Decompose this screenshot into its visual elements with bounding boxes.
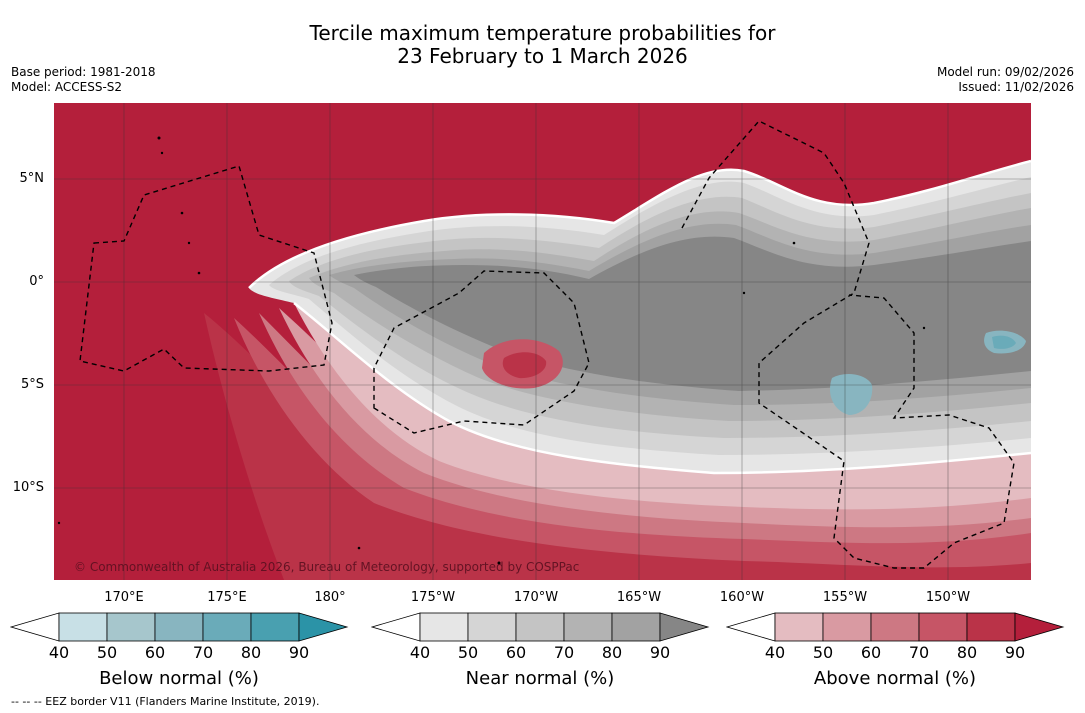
below-colorbar-segment-2 (106, 612, 156, 642)
model-run-label: Model run: 09/02/2026 (936, 65, 1074, 79)
below-tick-50: 50 (96, 643, 118, 662)
lat-label-0: 0° (29, 274, 44, 289)
lon-label-165w: 165°W (616, 590, 662, 605)
above-colorbar-max-arrow (1014, 612, 1065, 642)
near-colorbar-segment-5 (611, 612, 661, 642)
above-colorbar-segment-1 (774, 612, 824, 642)
eez-borders (79, 120, 1015, 569)
map-canvas (54, 103, 1031, 580)
near-normal-colorbar (371, 612, 710, 642)
above-tick-90: 90 (1004, 643, 1026, 662)
below-colorbar-segment-1 (58, 612, 108, 642)
title-line-2: 23 February to 1 March 2026 (397, 44, 688, 68)
near-tick-50: 50 (457, 643, 479, 662)
tercile-boundary-line (248, 159, 1031, 289)
below-tick-80: 80 (240, 643, 262, 662)
above-tick-80: 80 (956, 643, 978, 662)
base-period-label: Base period: 1981-2018 (11, 65, 156, 79)
lon-label-175e: 175°E (207, 590, 247, 605)
below-normal-title: Below normal (%) (99, 668, 259, 689)
above-colorbar-segment-3 (870, 612, 920, 642)
below-tick-40: 40 (48, 643, 70, 662)
lon-label-175w: 175°W (410, 590, 456, 605)
probability-map: © Commonwealth of Australia 2026, Bureau… (54, 103, 1031, 580)
below-colorbar-segment-4 (202, 612, 252, 642)
near-colorbar-max-arrow (659, 612, 710, 642)
above-normal-40-region (294, 303, 1031, 510)
copyright-text: © Commonwealth of Australia 2026, Bureau… (74, 560, 580, 574)
below-colorbar-segment-3 (154, 612, 204, 642)
map-title: Tercile maximum temperature probabilitie… (0, 22, 1085, 68)
eez-border-east-north (681, 120, 1015, 569)
above-colorbar-segment-4 (918, 612, 968, 642)
lat-label-10s: 10°S (12, 480, 44, 495)
graticule (54, 103, 1031, 580)
lon-label-160w: 160°W (719, 590, 765, 605)
above-normal-colorbar (726, 612, 1065, 642)
below-normal-patch-2-core (992, 335, 1016, 349)
issued-label: Issued: 11/02/2026 (958, 80, 1074, 94)
near-tick-70: 70 (553, 643, 575, 662)
lon-label-155w: 155°W (822, 590, 868, 605)
near-colorbar-segment-1 (419, 612, 469, 642)
title-line-1: Tercile maximum temperature probabilitie… (309, 21, 776, 45)
below-colorbar-segment-5 (250, 612, 300, 642)
above-colorbar-min-arrow (726, 612, 776, 642)
eez-border-west (79, 165, 333, 372)
below-normal-patch-1 (829, 373, 873, 415)
near-colorbar-min-arrow (371, 612, 421, 642)
above-colorbar-segment-5 (966, 612, 1016, 642)
above-colorbar-segment-2 (822, 612, 872, 642)
run-info: Model run: 09/02/2026 Issued: 11/02/2026 (937, 65, 1074, 95)
lon-label-180: 180° (314, 590, 346, 605)
lon-label-150w: 150°W (925, 590, 971, 605)
below-tick-70: 70 (192, 643, 214, 662)
below-colorbar-min-arrow (10, 612, 60, 642)
below-tick-60: 60 (144, 643, 166, 662)
above-normal-60-region (259, 313, 1031, 544)
near-tick-80: 80 (601, 643, 623, 662)
above-normal-patch-core (502, 352, 547, 379)
near-colorbar-segment-3 (515, 612, 565, 642)
below-tick-90: 90 (288, 643, 310, 662)
near-tick-60: 60 (505, 643, 527, 662)
eez-border-central (373, 270, 590, 434)
near-normal-title: Near normal (%) (465, 668, 615, 689)
below-colorbar-max-arrow (298, 612, 349, 642)
lat-label-5n: 5°N (19, 171, 45, 186)
above-tick-60: 60 (860, 643, 882, 662)
near-tick-40: 40 (409, 643, 431, 662)
above-normal-50-region (279, 308, 1031, 528)
below-normal-colorbar (10, 612, 349, 642)
lat-label-5s: 5°S (20, 377, 44, 392)
above-normal-title: Above normal (%) (813, 668, 977, 689)
model-info: Base period: 1981-2018 Model: ACCESS-S2 (11, 65, 156, 95)
near-colorbar-segment-4 (563, 612, 613, 642)
model-label: Model: ACCESS-S2 (11, 80, 123, 94)
lon-label-170e: 170°E (104, 590, 144, 605)
above-tick-40: 40 (764, 643, 786, 662)
above-tick-50: 50 (812, 643, 834, 662)
near-colorbar-segment-2 (467, 612, 517, 642)
eez-footnote: -- -- -- EEZ border V11 (Flanders Marine… (11, 695, 320, 708)
near-tick-90: 90 (649, 643, 671, 662)
lon-label-170w: 170°W (513, 590, 559, 605)
above-tick-70: 70 (908, 643, 930, 662)
islands (57, 136, 926, 565)
